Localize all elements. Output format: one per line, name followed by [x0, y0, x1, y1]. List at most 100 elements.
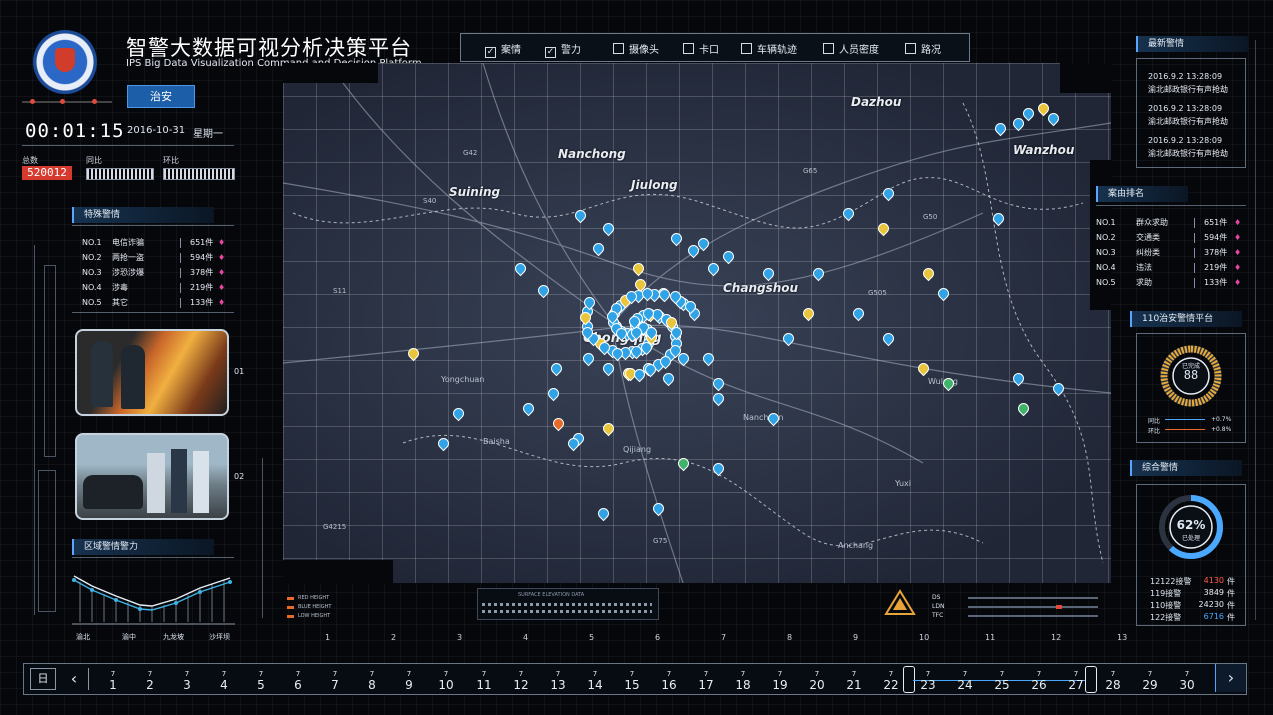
day-month: 7	[332, 670, 338, 678]
rank-divider	[1194, 263, 1195, 273]
filter-2[interactable]: ✓ 警力	[545, 41, 581, 58]
timeline-day[interactable]: 7 26	[1027, 670, 1051, 692]
city-map[interactable]: Dazhou Nanchong Jiulong Suining Changsho…	[283, 63, 1111, 583]
prev-arrow-icon[interactable]: ‹	[60, 668, 89, 690]
checkbox-icon[interactable]: ✓	[545, 47, 556, 58]
map-x-tick: 3	[457, 633, 463, 642]
checkbox-icon[interactable]: ✓	[485, 47, 496, 58]
platform110-title: 110治安警情平台	[1130, 311, 1242, 327]
date-timeline[interactable]	[23, 663, 1247, 695]
map-road-s40: S40	[423, 197, 437, 205]
timeline-day[interactable]: 7 11	[472, 670, 496, 692]
map-x-tick: 13	[1117, 633, 1128, 642]
rank-no: NO.4	[82, 283, 102, 292]
case-rank-row: NO.2 交通类 594件 ♦	[1096, 231, 1246, 245]
filter-label: 卡口	[699, 45, 719, 56]
overall-row-label: 12122接警	[1150, 577, 1192, 586]
yoy-rate-line	[1165, 419, 1205, 420]
timeline-day[interactable]: 7 27	[1064, 670, 1088, 692]
incident-photo-fire[interactable]	[75, 329, 229, 416]
day-month: 7	[443, 670, 449, 678]
timeline-day[interactable]: 7 19	[768, 670, 792, 692]
checkbox-icon[interactable]	[823, 43, 834, 54]
day-number: 17	[698, 678, 714, 692]
timeline-day[interactable]: 7 23	[916, 670, 940, 692]
rank-divider	[180, 238, 181, 248]
timeline-day[interactable]: 7 20	[805, 670, 829, 692]
divider	[72, 557, 234, 558]
gauge-marker	[1056, 605, 1062, 609]
rank-divider	[1194, 218, 1195, 228]
map-town-baisha: Baisha	[483, 437, 510, 446]
timeline-day[interactable]: 7 14	[583, 670, 607, 692]
incident-photo-traffic[interactable]	[75, 433, 229, 520]
timeline-day[interactable]: 7 10	[434, 670, 458, 692]
filter-6[interactable]: 人员密度	[823, 41, 879, 56]
next-arrow-icon[interactable]: ›	[1215, 664, 1246, 692]
timeline-day[interactable]: 7 25	[990, 670, 1014, 692]
rank-count: 651件	[1204, 218, 1228, 227]
rank-no: NO.1	[82, 238, 102, 247]
checkbox-icon[interactable]	[613, 43, 624, 54]
filter-label: 车辆轨迹	[757, 45, 797, 56]
checkbox-icon[interactable]	[683, 43, 694, 54]
gauge-bar	[968, 597, 1098, 599]
alert-text[interactable]: 渝北邮政银行有声抢劫	[1148, 117, 1228, 126]
range-end-handle[interactable]	[1085, 666, 1097, 693]
day-month: 7	[221, 670, 227, 678]
overall-row-label: 110接警	[1150, 601, 1182, 610]
completion-gauge	[1160, 345, 1222, 407]
filter-5[interactable]: 车辆轨迹	[741, 41, 797, 56]
rank-name: 纠纷类	[1136, 248, 1160, 257]
rank-divider	[180, 268, 181, 278]
checkbox-icon[interactable]	[741, 43, 752, 54]
overall-row-unit: 件	[1227, 589, 1235, 598]
legend-swatch-red	[287, 597, 294, 600]
rank-name: 群众求助	[1136, 218, 1168, 227]
location-pin-icon: ♦	[218, 238, 226, 247]
day-month: 7	[184, 670, 190, 678]
overall-row-unit: 件	[1227, 577, 1235, 586]
timeline-day[interactable]: 7 13	[546, 670, 570, 692]
yoy-label: 同比	[86, 156, 102, 165]
filter-label: 路况	[921, 45, 941, 56]
alert-text[interactable]: 渝北邮政银行有声抢劫	[1148, 85, 1228, 94]
map-roads	[283, 63, 1111, 583]
timeline-day[interactable]: 7 16	[657, 670, 681, 692]
timeline-day[interactable]: 7 12	[509, 670, 533, 692]
legend-swatch-low	[287, 615, 294, 618]
location-pin-icon: ♦	[1234, 233, 1242, 242]
timeline-day[interactable]: 7 30	[1175, 670, 1199, 692]
timeline-day[interactable]: 7 29	[1138, 670, 1162, 692]
region-chart-title: 区域警情警力	[72, 539, 214, 555]
alert-text[interactable]: 渝北邮政银行有声抢劫	[1148, 149, 1228, 158]
location-pin-icon: ♦	[218, 268, 226, 277]
filter-3[interactable]: 摄像头	[613, 41, 659, 56]
range-start-handle[interactable]	[903, 666, 915, 693]
timeline-day[interactable]: 7 28	[1101, 670, 1125, 692]
day-view-button[interactable]: 日	[30, 668, 56, 690]
map-city-jiulong: Jiulong	[631, 178, 678, 192]
timeline-day[interactable]: 7 18	[731, 670, 755, 692]
filter-1[interactable]: ✓ 案情	[485, 41, 521, 58]
header-divider	[22, 99, 112, 104]
timeline-day[interactable]: 7 15	[620, 670, 644, 692]
checkbox-icon[interactable]	[905, 43, 916, 54]
timeline-day[interactable]: 7 21	[842, 670, 866, 692]
filter-7[interactable]: 路况	[905, 41, 941, 56]
timeline-day[interactable]: 7 22	[879, 670, 903, 692]
timeline-day[interactable]: 7 24	[953, 670, 977, 692]
timeline-day[interactable]: 7 17	[694, 670, 718, 692]
mode-button[interactable]: 治安	[127, 85, 195, 108]
filter-4[interactable]: 卡口	[683, 41, 719, 56]
map-city-nanchuan: Nanchuan	[743, 413, 784, 422]
